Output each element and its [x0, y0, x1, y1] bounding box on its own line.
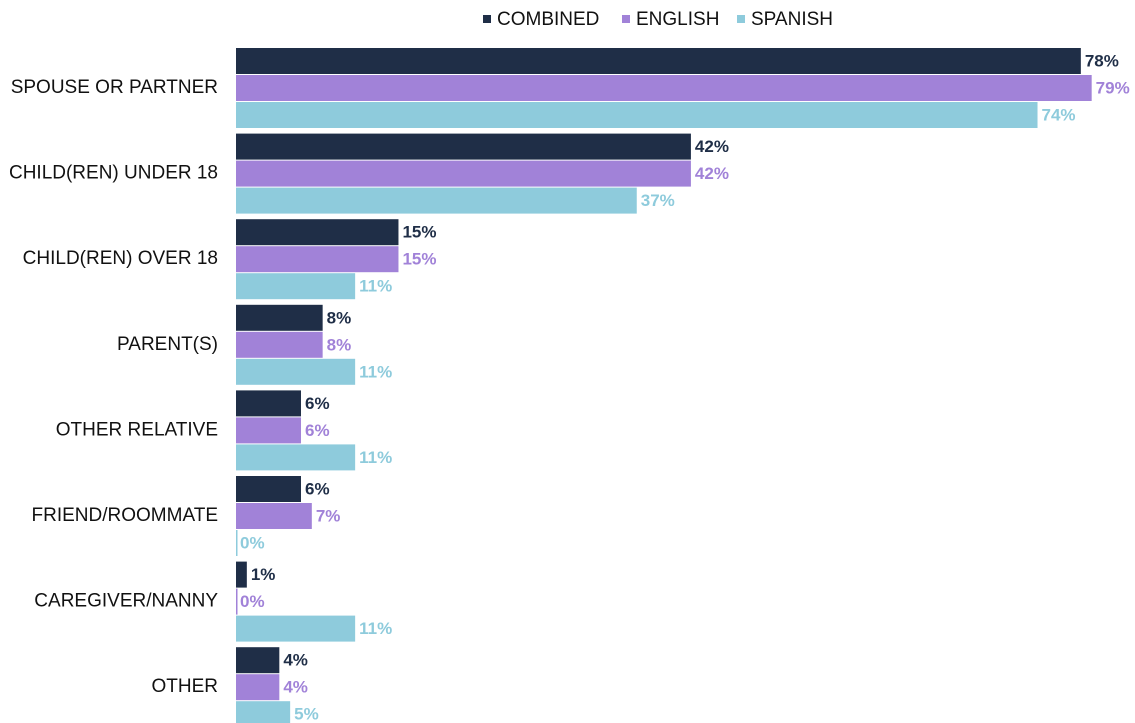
- bar: [236, 358, 356, 385]
- value-label: 0%: [240, 592, 265, 611]
- value-label: 42%: [695, 164, 729, 183]
- legend-label: SPANISH: [751, 9, 833, 30]
- value-label: 6%: [305, 479, 330, 498]
- value-label: 11%: [359, 362, 392, 381]
- bar: [236, 273, 356, 300]
- value-label: 1%: [251, 565, 276, 584]
- category-label: OTHER RELATIVE: [56, 419, 218, 440]
- value-label: 74%: [1042, 105, 1076, 124]
- bar: [236, 417, 301, 444]
- bar: [236, 187, 637, 214]
- value-label: 6%: [305, 394, 330, 413]
- bar: [236, 75, 1092, 101]
- bar: [236, 615, 356, 642]
- category-label: OTHER: [152, 676, 219, 697]
- value-label: 78%: [1085, 51, 1119, 70]
- bar: [236, 390, 301, 417]
- value-label: 11%: [359, 448, 392, 467]
- value-label: 11%: [359, 619, 392, 638]
- bar: [236, 476, 301, 502]
- bar: [236, 133, 691, 160]
- value-label: 5%: [294, 705, 319, 723]
- legend-label: COMBINED: [497, 9, 599, 30]
- value-label: 6%: [305, 421, 330, 440]
- bar: [236, 219, 399, 246]
- bar: [236, 701, 291, 723]
- legend-swatch: [737, 15, 745, 23]
- bar: [236, 647, 280, 674]
- category-label: CHILD(REN) UNDER 18: [9, 163, 218, 184]
- category-label: FRIEND/ROOMMATE: [32, 505, 218, 526]
- bar: [236, 444, 356, 471]
- bar: [236, 331, 323, 358]
- bar: [236, 674, 280, 701]
- value-label: 37%: [641, 191, 675, 210]
- value-label: 8%: [327, 335, 352, 354]
- bar: [236, 561, 247, 588]
- value-label: 4%: [283, 651, 308, 670]
- legend-swatch: [622, 15, 630, 23]
- value-label: 42%: [695, 137, 729, 156]
- legend-swatch: [483, 15, 491, 23]
- category-label: PARENT(S): [117, 334, 218, 355]
- value-label: 15%: [402, 250, 436, 269]
- value-label: 8%: [327, 308, 352, 327]
- bar: [236, 102, 1038, 128]
- value-label: 0%: [240, 533, 265, 552]
- value-label: 15%: [402, 223, 436, 242]
- legend-label: ENGLISH: [636, 9, 719, 30]
- category-label: CHILD(REN) OVER 18: [23, 248, 218, 269]
- value-label: 4%: [283, 678, 308, 697]
- bar: [236, 160, 691, 187]
- bar: [236, 530, 238, 556]
- value-label: 11%: [359, 277, 392, 296]
- bar: [236, 588, 238, 615]
- category-label: SPOUSE OR PARTNER: [11, 77, 218, 98]
- bar: [236, 503, 312, 529]
- bar: [236, 246, 399, 273]
- bar: [236, 304, 323, 331]
- value-label: 7%: [316, 506, 341, 525]
- category-label: CAREGIVER/NANNY: [34, 591, 218, 612]
- bar: [236, 48, 1081, 74]
- value-label: 79%: [1096, 78, 1130, 97]
